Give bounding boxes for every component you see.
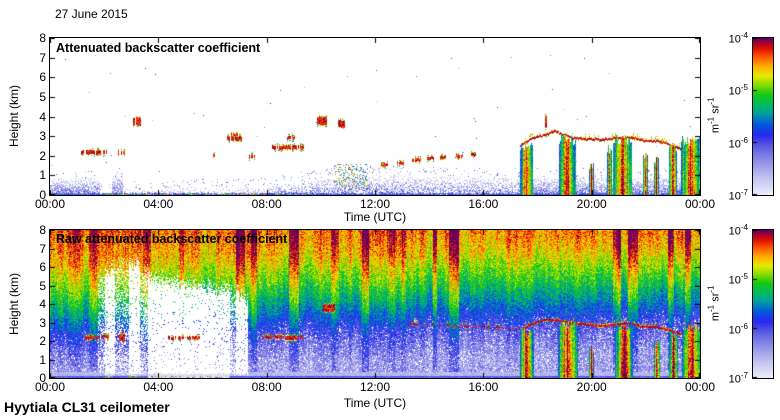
colorbar-tick-exponent: -7 bbox=[740, 188, 748, 197]
colorbar-tick-label: 10-6 bbox=[702, 136, 748, 151]
colorbar-tick-base: 10 bbox=[728, 274, 741, 287]
colorbar-tick-exponent: -4 bbox=[740, 223, 748, 232]
colorbar-tick-base: 10 bbox=[728, 138, 741, 151]
x-tick-label: 08:00 bbox=[251, 380, 282, 394]
x-tick-label: 08:00 bbox=[251, 197, 282, 211]
colorbar-tick-exponent: -5 bbox=[740, 272, 748, 282]
y-tick-label: 7 bbox=[39, 241, 46, 256]
x-tick-label: 12:00 bbox=[359, 197, 391, 211]
panel1-heatmap bbox=[49, 37, 701, 196]
x-tick-label: 00:00 bbox=[34, 380, 66, 394]
x-tick-label: 04:00 bbox=[143, 380, 174, 394]
colorbar-tick-exponent: -5 bbox=[740, 83, 748, 93]
colorbar-tick-exponent: -6 bbox=[740, 321, 748, 331]
y-tick-label: 4 bbox=[39, 109, 46, 124]
x-tick-label: 00:00 bbox=[684, 380, 716, 394]
instrument-label: Hyytiala CL31 ceilometer bbox=[4, 399, 170, 415]
y-tick-label: 6 bbox=[39, 70, 46, 85]
panel2-x-axis-label: Time (UTC) bbox=[343, 396, 407, 410]
colorbar-tick-base: 10 bbox=[728, 324, 741, 337]
colorbar-tick-base: 10 bbox=[728, 225, 741, 238]
panel2-colorbar bbox=[752, 229, 774, 379]
colorbar-tick-base: 10 bbox=[728, 33, 741, 46]
y-tick-label: 0 bbox=[39, 371, 46, 385]
colorbar-tick-base: 10 bbox=[728, 190, 741, 203]
colorbar-tick-base: 10 bbox=[728, 85, 741, 98]
x-tick-label: 16:00 bbox=[468, 197, 499, 211]
x-tick-label: 00:00 bbox=[684, 197, 716, 211]
y-tick-label: 2 bbox=[39, 148, 46, 163]
colorbar-tick-label: 10-4 bbox=[702, 31, 748, 46]
y-tick-label: 8 bbox=[39, 223, 46, 237]
colorbar-tick-label: 10-5 bbox=[702, 272, 748, 287]
colorbar-tick-exponent: -4 bbox=[740, 31, 748, 40]
y-tick-label: 5 bbox=[39, 89, 46, 104]
colorbar-tick-label: 10-7 bbox=[702, 371, 748, 386]
colorbar-tick-label: 10-6 bbox=[702, 322, 748, 337]
y-tick-label: 3 bbox=[39, 129, 46, 144]
x-tick-label: 12:00 bbox=[359, 380, 391, 394]
panel1-x-axis-label: Time (UTC) bbox=[343, 210, 407, 224]
colorbar-tick-exponent: -7 bbox=[740, 371, 748, 380]
date-label: 27 June 2015 bbox=[55, 7, 128, 21]
y-tick-label: 4 bbox=[39, 297, 46, 311]
panel2-heatmap bbox=[49, 229, 701, 379]
x-tick-label: 16:00 bbox=[468, 380, 499, 394]
y-tick-label: 5 bbox=[39, 278, 46, 293]
y-tick-label: 0 bbox=[39, 188, 46, 202]
panel1-colorbar bbox=[752, 37, 774, 196]
y-tick-label: 7 bbox=[39, 50, 46, 65]
colorbar-tick-exponent: -6 bbox=[740, 135, 748, 145]
y-tick-label: 3 bbox=[39, 315, 46, 330]
y-tick-label: 2 bbox=[39, 334, 46, 348]
x-tick-label: 20:00 bbox=[576, 197, 607, 211]
x-tick-label: 04:00 bbox=[143, 197, 174, 211]
panel2-title: Raw attenuated backscatter coefficient bbox=[56, 232, 288, 246]
x-tick-label: 20:00 bbox=[576, 380, 607, 394]
colorbar-tick-label: 10-5 bbox=[702, 83, 748, 98]
colorbar-tick-base: 10 bbox=[728, 373, 741, 386]
y-tick-label: 1 bbox=[39, 352, 46, 367]
x-tick-label: 00:00 bbox=[34, 197, 66, 211]
colorbar-tick-label: 10-4 bbox=[702, 223, 748, 238]
y-tick-label: 6 bbox=[39, 260, 46, 274]
panel1-title: Attenuated backscatter coefficient bbox=[56, 41, 261, 55]
y-tick-label: 1 bbox=[39, 168, 46, 183]
y-tick-label: 8 bbox=[39, 31, 46, 45]
colorbar-tick-label: 10-7 bbox=[702, 188, 748, 203]
